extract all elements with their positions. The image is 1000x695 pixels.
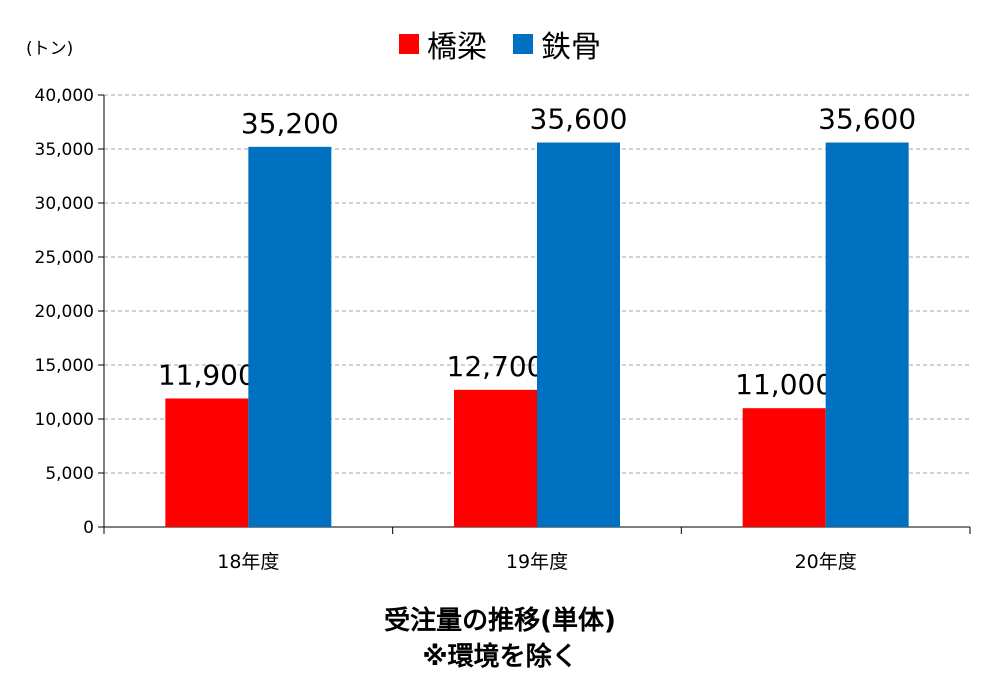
bar xyxy=(248,146,332,527)
y-tick-label: 25,000 xyxy=(35,248,94,268)
legend-item-steel: 鉄骨 xyxy=(513,22,601,66)
legend-swatch-bridge xyxy=(399,34,419,54)
bar-chart: 0 5,000 10,000 15,000 20,000 25,000 30,000 35,0… xyxy=(35,86,971,573)
y-tick-label: 40,000 xyxy=(35,86,94,106)
y-tick-label: 35,000 xyxy=(35,140,94,160)
legend-label-bridge: 橋梁 xyxy=(427,30,487,65)
bar xyxy=(537,142,620,527)
x-tick-label: 19年度 xyxy=(506,551,568,573)
y-tick-label: 20,000 xyxy=(35,302,94,322)
data-label: 12,700 xyxy=(447,350,545,383)
y-tick-label: 0 xyxy=(83,518,94,538)
y-tick-label: 15,000 xyxy=(35,356,94,376)
data-label: 11,000 xyxy=(735,368,833,401)
chart-caption-title: 受注量の推移(単体) xyxy=(384,606,616,636)
x-tick-label: 20年度 xyxy=(795,551,857,573)
legend-swatch-steel xyxy=(513,34,533,54)
y-tick-label: 30,000 xyxy=(35,194,94,214)
legend-item-bridge: 橋梁 xyxy=(399,22,487,66)
bar xyxy=(825,142,909,527)
bar xyxy=(454,389,537,527)
y-axis-unit-label: (トン) xyxy=(26,39,74,59)
bar xyxy=(165,398,249,527)
x-tick-label: 18年度 xyxy=(217,551,279,573)
data-label: 35,600 xyxy=(818,103,916,136)
bar xyxy=(742,408,826,527)
data-label: 11,900 xyxy=(158,358,256,391)
chart-caption-note: ※環境を除く xyxy=(422,642,578,672)
legend-label-steel: 鉄骨 xyxy=(541,30,601,65)
legend: 橋梁 鉄骨 xyxy=(0,22,1000,66)
y-tick-label: 5,000 xyxy=(45,464,94,484)
y-tick-label: 10,000 xyxy=(35,410,94,430)
data-label: 35,600 xyxy=(530,103,628,136)
data-label: 35,200 xyxy=(241,107,339,140)
